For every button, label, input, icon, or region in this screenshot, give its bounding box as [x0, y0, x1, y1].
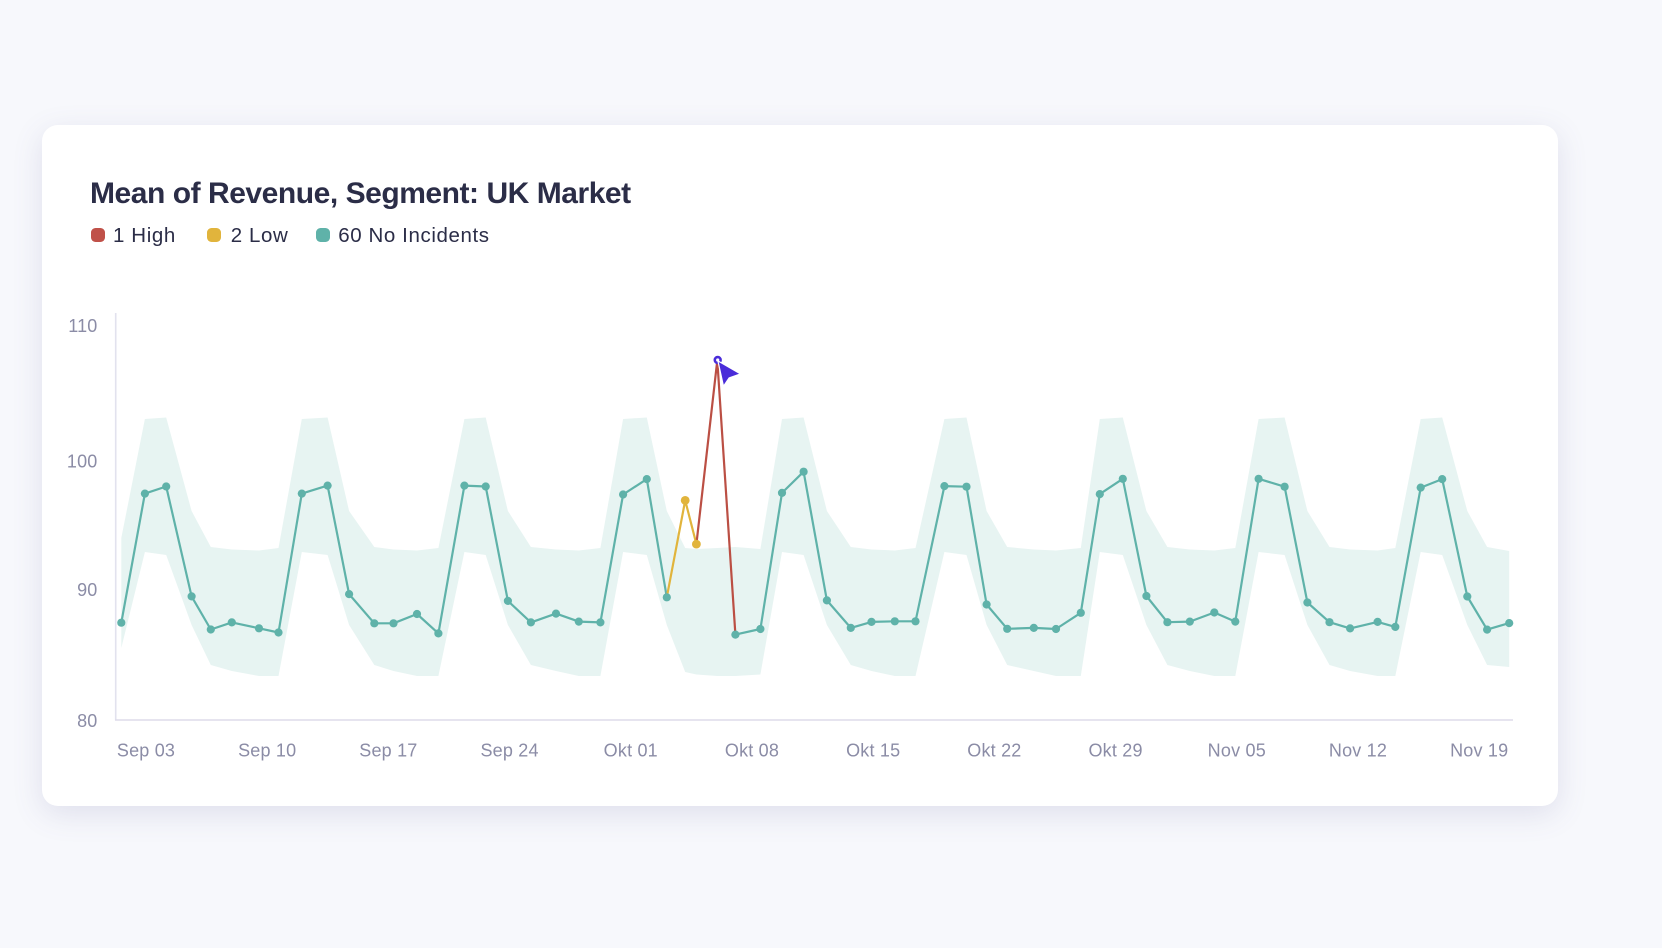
svg-text:Okt 29: Okt 29 — [1088, 741, 1142, 761]
svg-text:80: 80 — [77, 711, 97, 731]
svg-text:Okt 22: Okt 22 — [967, 741, 1021, 761]
svg-text:Sep 10: Sep 10 — [238, 741, 296, 761]
svg-text:Okt 08: Okt 08 — [725, 741, 779, 761]
svg-text:Okt 01: Okt 01 — [604, 741, 658, 761]
svg-text:100: 100 — [67, 452, 98, 472]
svg-text:Sep 24: Sep 24 — [480, 741, 538, 761]
svg-text:Sep 17: Sep 17 — [359, 741, 417, 761]
svg-text:Nov 12: Nov 12 — [1329, 741, 1387, 761]
svg-text:90: 90 — [77, 580, 97, 600]
svg-text:110: 110 — [68, 316, 97, 336]
svg-text:Sep 03: Sep 03 — [117, 741, 175, 761]
svg-text:Nov 19: Nov 19 — [1450, 741, 1508, 761]
svg-text:Okt 15: Okt 15 — [846, 741, 900, 761]
svg-text:Nov 05: Nov 05 — [1208, 741, 1266, 761]
